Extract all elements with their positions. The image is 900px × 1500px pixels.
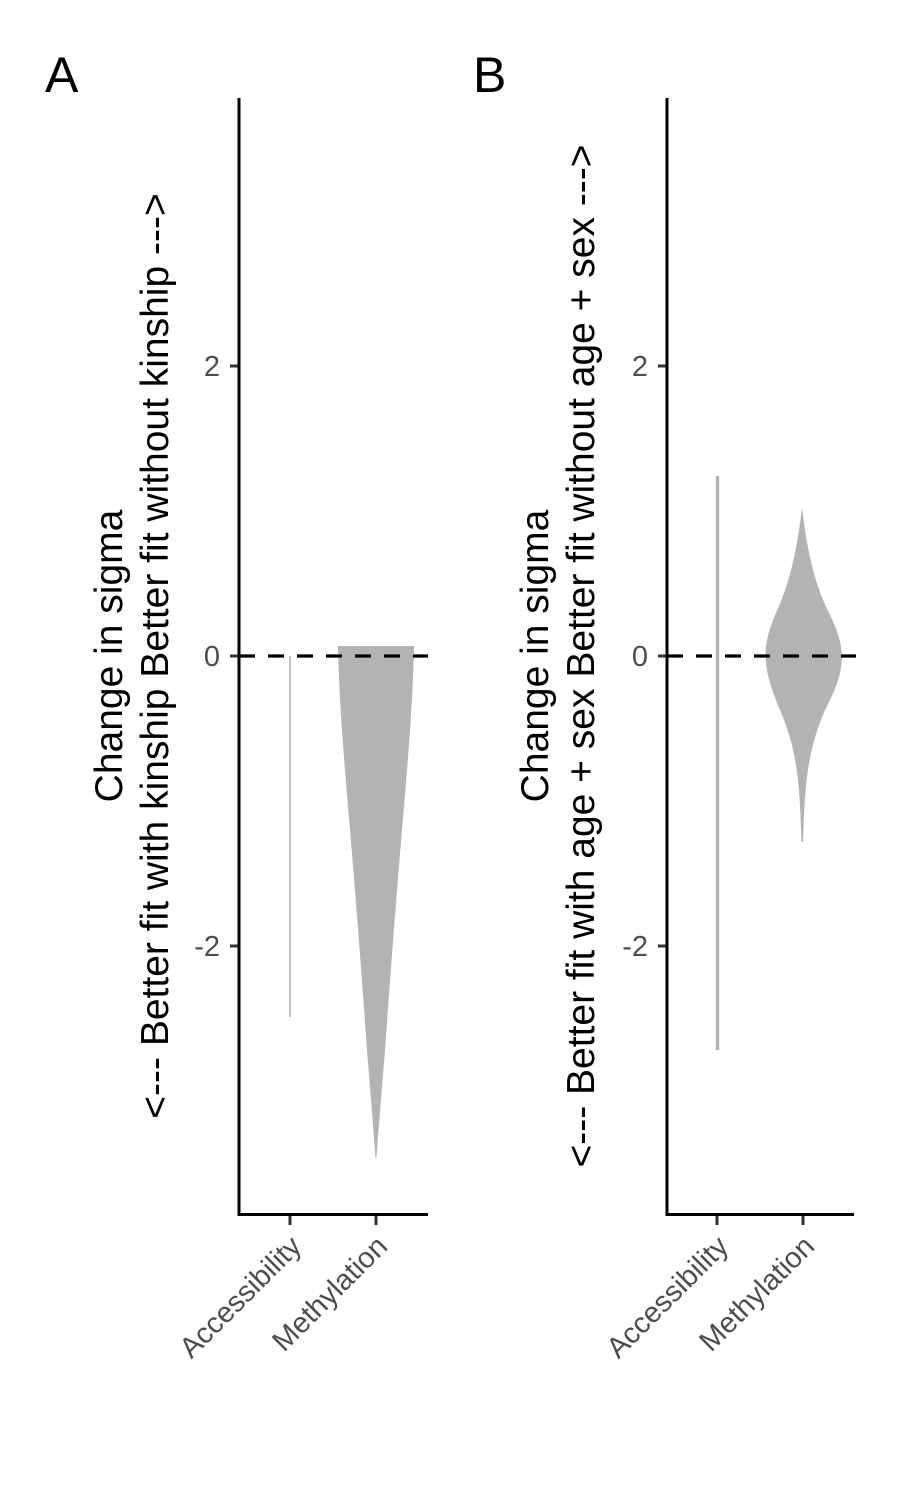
panel-b-letter: B bbox=[473, 47, 506, 103]
panel-a-ytick-label-2: 2 bbox=[204, 351, 220, 383]
panel-a-violin-methylation bbox=[338, 646, 414, 1158]
panel-b-violin-accessibility bbox=[715, 476, 720, 1050]
panel-b-ytick-label-2: 2 bbox=[632, 351, 648, 383]
panel-b-ytick-label-0: 0 bbox=[632, 641, 648, 673]
panel-b-violin-methylation bbox=[765, 508, 842, 842]
panel-a-ytick-label-0: 0 bbox=[204, 641, 220, 673]
panel-b-ytick-label-neg2: -2 bbox=[622, 931, 648, 963]
panel-a-ylabel-title-line: Change in sigma bbox=[88, 509, 131, 802]
panel-b-ylabel-arrow-line: <--- Better fit with age + sex Better fi… bbox=[560, 144, 603, 1167]
panel-b-ylabel-title-line: Change in sigma bbox=[514, 509, 557, 802]
panel-a-ytick-label-neg2: -2 bbox=[194, 931, 220, 963]
panel-a-ylabel-arrow-line: <--- Better fit with kinship Better fit … bbox=[134, 193, 177, 1119]
panel-a-violin-accessibility bbox=[289, 656, 291, 1017]
panel-a-letter: A bbox=[45, 47, 79, 103]
